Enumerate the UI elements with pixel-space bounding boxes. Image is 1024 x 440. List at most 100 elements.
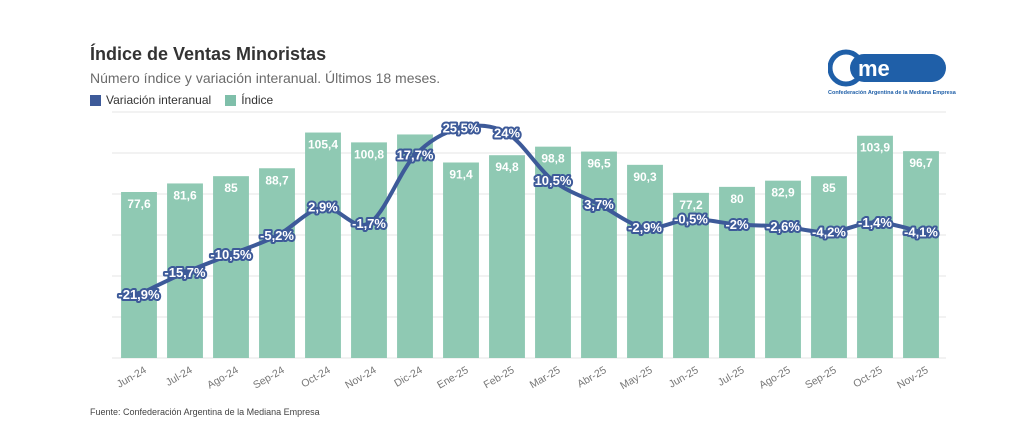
line-point-jun-25 — [687, 215, 695, 223]
bar-labels: 77,6 81,6 85 88,7 105,4 100,8 91,4 94,8 98,8 96,5… — [127, 138, 933, 212]
x-tick-label: May-25 — [618, 364, 654, 392]
bar-label: 80 — [730, 192, 744, 206]
bar-label: 91,4 — [449, 167, 473, 181]
chart-subtitle: Número índice y variación interanual. Úl… — [90, 70, 441, 86]
x-tick-label: Mar-25 — [528, 364, 563, 391]
line-point-oct-24 — [319, 203, 327, 211]
line-label: 24% — [494, 126, 520, 141]
variacion-line — [137, 123, 923, 297]
legend-item-indice: Índice — [225, 93, 273, 107]
x-tick-label: Dic-24 — [392, 364, 424, 390]
bar-sep-24 — [259, 168, 295, 358]
bar-label: 77,6 — [127, 197, 151, 211]
line-label: -2% — [725, 217, 749, 232]
line-point-mar-25 — [549, 177, 557, 185]
source-note: Fuente: Confederación Argentina de la Me… — [90, 407, 320, 417]
grid-lines — [112, 111, 946, 359]
line-point-may-25 — [641, 224, 649, 232]
line-point-nov-24 — [365, 219, 373, 227]
line-label: 25,5% — [443, 120, 480, 135]
line-point-jul-24 — [181, 269, 189, 277]
chart-title: Índice de Ventas Minoristas — [90, 44, 327, 64]
line-label: 10,5% — [535, 173, 572, 188]
bar-label: 81,6 — [173, 188, 197, 202]
line-point-ago-25 — [779, 223, 787, 231]
bar-label: 88,7 — [265, 173, 289, 187]
bar-ago-24 — [213, 176, 249, 358]
legend-swatch-variacion — [90, 94, 101, 106]
bar-label: 90,3 — [633, 170, 657, 184]
bar-nov-25 — [903, 151, 939, 358]
bar-label: 94,8 — [495, 160, 519, 174]
line-label: -5,2% — [260, 228, 294, 243]
came-logo: me — [828, 49, 946, 87]
line-label: 3,7% — [584, 197, 614, 212]
bar-label: 82,9 — [771, 186, 795, 200]
line-label: -2,6% — [766, 219, 800, 234]
bar-label: 100,8 — [354, 147, 384, 161]
bar-label: 103,9 — [860, 141, 890, 155]
line-series: -21,9% -15,7% -10,5% -5,2% 2,9% -1,7% 17,7% 25,… — [116, 118, 940, 304]
line-point-abr-25 — [595, 200, 603, 208]
x-tick-label: Ene-25 — [435, 364, 470, 391]
x-tick-label: Jun-25 — [667, 364, 701, 391]
line-point-oct-25 — [871, 218, 879, 226]
bar-label: 96,7 — [909, 156, 933, 170]
line-point-feb-25 — [503, 129, 511, 137]
chart-legend: Variación interanual Índice — [90, 93, 273, 107]
legend-label-variacion: Variación interanual — [106, 93, 212, 107]
line-point-nov-25 — [917, 228, 925, 236]
bar-label: 98,8 — [541, 152, 565, 166]
bar-label: 77,2 — [679, 198, 703, 212]
bar-oct-24 — [305, 132, 341, 358]
line-label: -2,9% — [628, 220, 662, 235]
line-label: -15,7% — [164, 265, 206, 280]
svg-text:me: me — [858, 56, 890, 81]
x-tick-label: Sep-24 — [251, 364, 286, 391]
x-tick-label: Nov-24 — [343, 364, 378, 391]
bar-label: 85 — [224, 181, 238, 195]
bar-oct-25 — [857, 135, 893, 358]
bar-feb-25 — [489, 155, 525, 358]
bar-series — [121, 132, 939, 358]
line-label: 17,7% — [397, 148, 434, 163]
bar-nov-24 — [351, 142, 387, 358]
x-tick-label: Nov-25 — [895, 364, 930, 391]
bar-label: 85 — [822, 181, 836, 195]
line-point-jul-25 — [733, 220, 741, 228]
line-label: -1,4% — [858, 215, 892, 230]
line-label: 2,9% — [308, 200, 338, 215]
line-point-sep-25 — [825, 228, 833, 236]
line-label: -4,1% — [904, 224, 938, 239]
x-tick-label: Feb-25 — [482, 364, 517, 391]
x-tick-label: Ago-24 — [205, 364, 240, 391]
x-tick-label: Jul-25 — [716, 364, 747, 389]
x-tick-label: Sep-25 — [803, 364, 838, 391]
line-point-ene-25 — [457, 124, 465, 132]
bar-may-25 — [627, 164, 663, 358]
x-tick-label: Oct-25 — [851, 364, 884, 390]
logo-caption: Confederación Argentina de la Mediana Em… — [828, 90, 956, 96]
bar-label: 105,4 — [308, 138, 338, 152]
bar-jul-25 — [719, 186, 755, 358]
line-point-ago-24 — [227, 250, 235, 258]
line-label: -4,2% — [812, 225, 846, 240]
x-tick-label: Jul-24 — [164, 364, 195, 389]
line-point-jun-24 — [135, 290, 143, 298]
bar-jun-24 — [121, 192, 157, 358]
legend-label-indice: Índice — [241, 93, 274, 107]
x-tick-label: Ago-25 — [757, 364, 792, 391]
x-tick-label: Abr-25 — [575, 364, 608, 390]
bar-dic-24 — [397, 134, 433, 358]
bar-abr-25 — [581, 151, 617, 358]
bar-sep-25 — [811, 176, 847, 358]
line-point-dic-24 — [411, 151, 419, 159]
line-label: -10,5% — [210, 247, 252, 262]
line-label: -0,5% — [674, 212, 708, 227]
line-label: -1,7% — [352, 216, 386, 231]
bar-ene-25 — [443, 162, 479, 358]
x-tick-label: Jun-24 — [115, 364, 149, 391]
legend-item-variacion: Variación interanual — [90, 93, 211, 107]
x-tick-label: Oct-24 — [299, 364, 332, 390]
